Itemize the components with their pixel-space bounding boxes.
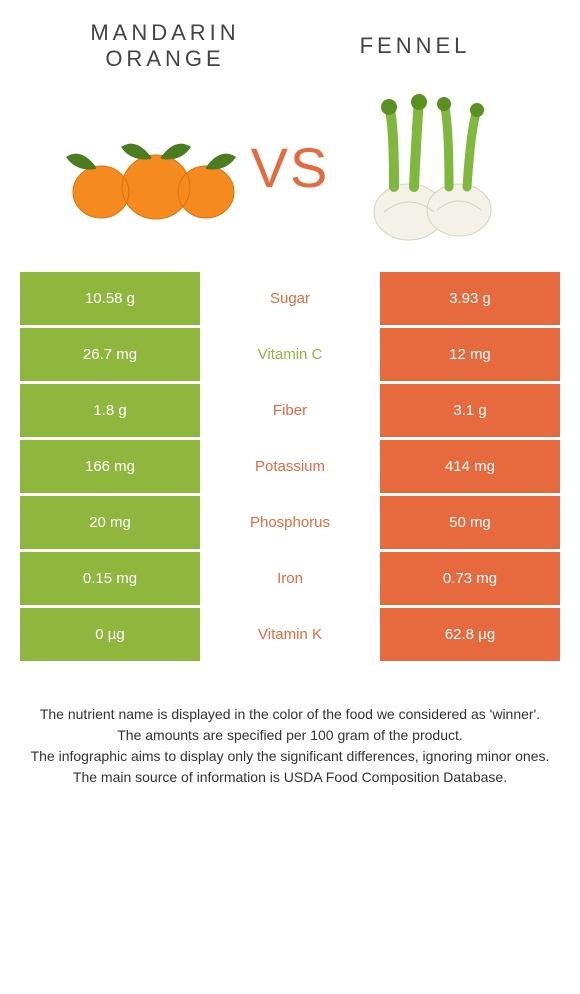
nutrient-row: 0 µgVitamin K62.8 µg <box>20 608 560 664</box>
left-value: 0.15 mg <box>20 552 200 608</box>
nutrient-row: 10.58 gSugar3.93 g <box>20 272 560 328</box>
nutrient-row: 26.7 mgVitamin C12 mg <box>20 328 560 384</box>
nutrient-label: Phosphorus <box>200 496 380 552</box>
fennel-image <box>339 92 519 242</box>
left-food-title: MandarinOrange <box>40 20 290 72</box>
right-value: 50 mg <box>380 496 560 552</box>
right-value: 414 mg <box>380 440 560 496</box>
footer-line1: The nutrient name is displayed in the co… <box>20 704 560 725</box>
nutrient-label: Vitamin K <box>200 608 380 664</box>
nutrient-row: 166 mgPotassium414 mg <box>20 440 560 496</box>
nutrient-label: Fiber <box>200 384 380 440</box>
right-value: 0.73 mg <box>380 552 560 608</box>
right-food-title: Fennel <box>290 20 540 72</box>
left-value: 26.7 mg <box>20 328 200 384</box>
nutrient-row: 1.8 gFiber3.1 g <box>20 384 560 440</box>
nutrient-label: Sugar <box>200 272 380 328</box>
left-title-line1: Mandarin <box>90 20 239 45</box>
left-value: 10.58 g <box>20 272 200 328</box>
nutrient-label: Potassium <box>200 440 380 496</box>
nutrient-table: 10.58 gSugar3.93 g26.7 mgVitamin C12 mg1… <box>20 272 560 664</box>
right-title: Fennel <box>360 33 471 59</box>
left-value: 1.8 g <box>20 384 200 440</box>
footer-line2: The amounts are specified per 100 gram o… <box>20 725 560 746</box>
right-value: 62.8 µg <box>380 608 560 664</box>
nutrient-label: Vitamin C <box>200 328 380 384</box>
footer-line3: The infographic aims to display only the… <box>20 746 560 767</box>
left-value: 166 mg <box>20 440 200 496</box>
left-value: 20 mg <box>20 496 200 552</box>
nutrient-label: Iron <box>200 552 380 608</box>
left-title-line2: Orange <box>105 46 224 71</box>
footer-line4: The main source of information is USDA F… <box>20 767 560 788</box>
footer-notes: The nutrient name is displayed in the co… <box>0 664 580 788</box>
vs-label: VS <box>251 135 330 200</box>
nutrient-row: 20 mgPhosphorus50 mg <box>20 496 560 552</box>
hero-row: VS <box>0 82 580 272</box>
mandarin-orange-image <box>61 92 241 242</box>
right-value: 3.1 g <box>380 384 560 440</box>
header: MandarinOrange Fennel <box>0 0 580 82</box>
right-value: 12 mg <box>380 328 560 384</box>
left-value: 0 µg <box>20 608 200 664</box>
nutrient-row: 0.15 mgIron0.73 mg <box>20 552 560 608</box>
right-value: 3.93 g <box>380 272 560 328</box>
